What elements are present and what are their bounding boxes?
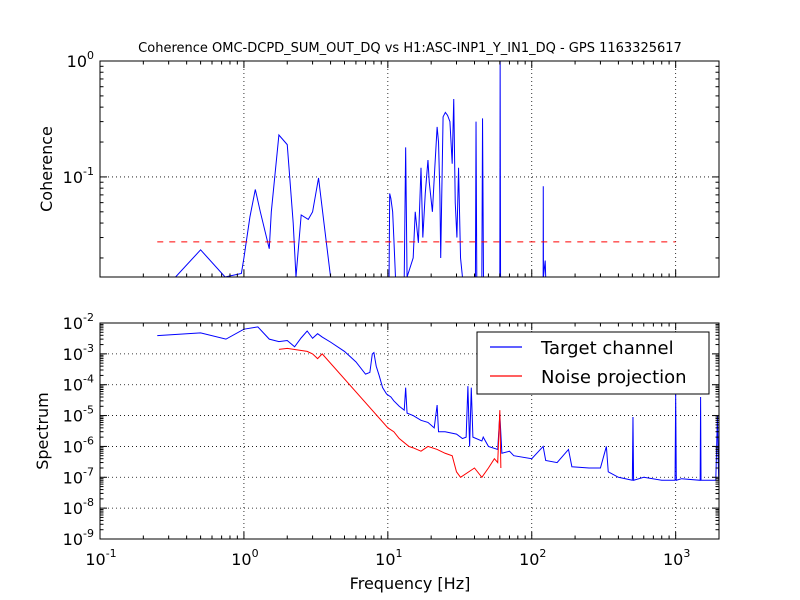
x-tick-label: 103 <box>663 547 690 569</box>
spectrum-red-series-line <box>278 347 502 479</box>
spectrum-y-tick-label: 10-4 <box>63 373 94 395</box>
spectrum-blue-series-line <box>157 326 719 481</box>
frequency-x-axis-label: Frequency [Hz] <box>350 574 471 593</box>
x-tick-label: 101 <box>375 547 402 569</box>
coherence-ticks: 10-1 100 <box>63 49 719 277</box>
coherence-plot-frame <box>99 60 720 278</box>
legend-noise-label: Noise projection <box>541 367 687 388</box>
spectrum-y-tick-label: 10-2 <box>63 311 94 333</box>
x-tick-label: 10-1 <box>85 547 116 569</box>
spectrum-plot-frame <box>99 322 720 540</box>
x-tick-label: 100 <box>231 547 258 569</box>
coherence-grid <box>100 61 719 277</box>
spectrum-legend: Target channel Noise projection <box>476 331 710 395</box>
coherence-title: Coherence OMC-DCPD_SUM_OUT_DQ vs H1:ASC-… <box>138 41 682 56</box>
spectrum-y-tick-label: 10-7 <box>63 465 94 487</box>
spectrum-y-tick-label: 10-5 <box>63 404 94 426</box>
coherence-y-axis-label: Coherence <box>37 126 56 212</box>
spectrum-y-tick-label: 10-6 <box>63 434 94 456</box>
spectrum-ticks: 10-1 100 101 102 103 10-9 10-8 10-7 10-6 10-5 10-4… <box>63 311 719 569</box>
coherence-y-tick-label: 10-1 <box>63 165 94 187</box>
spectrum-lines <box>157 326 719 481</box>
spectrum-y-tick-label: 10-9 <box>63 527 94 549</box>
spectrum-panel: 10-1 100 101 102 103 10-9 10-8 10-7 10-6 10-5 10-4… <box>33 311 720 593</box>
legend-box <box>476 331 710 395</box>
coherence-blue-series-line <box>175 61 547 277</box>
x-tick-label: 102 <box>519 547 546 569</box>
coherence-y-tick-label: 100 <box>67 49 94 71</box>
spectrum-y-axis-label: Spectrum <box>33 392 52 470</box>
coherence-panel: Coherence OMC-DCPD_SUM_OUT_DQ vs H1:ASC-… <box>37 41 720 278</box>
legend-target-label: Target channel <box>540 338 674 359</box>
spectrum-y-tick-label: 10-3 <box>63 342 94 364</box>
spectrum-y-tick-label: 10-8 <box>63 496 94 518</box>
coherence-lines <box>157 61 676 277</box>
